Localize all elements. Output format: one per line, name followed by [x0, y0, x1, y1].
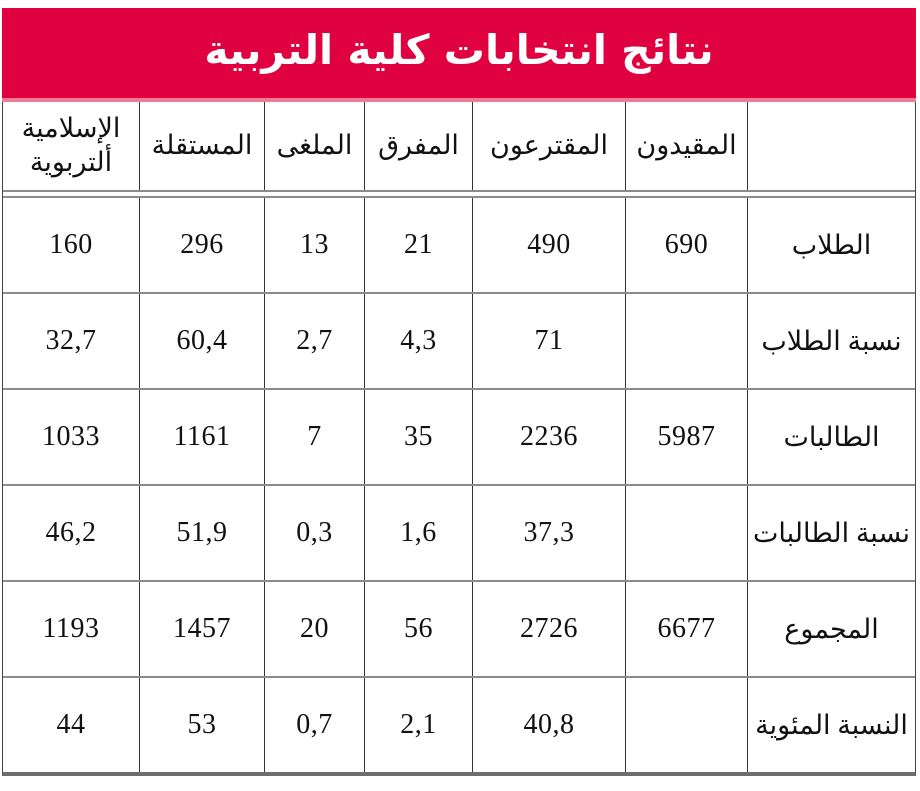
table-row: الطلاب 690 490 21 13 296 160: [3, 198, 915, 292]
table-cell: 2,7: [265, 294, 365, 388]
table-cell: 13: [265, 198, 365, 292]
table-cell: 4,3: [365, 294, 473, 388]
column-header: المفرق: [365, 102, 473, 190]
table-cell: 71: [473, 294, 626, 388]
table-cell: 44: [3, 678, 140, 772]
table-cell: 51,9: [140, 486, 265, 580]
table-cell: 1161: [140, 390, 265, 484]
table-cell: 35: [365, 390, 473, 484]
table-cell: 690: [626, 198, 748, 292]
table-row: النسبة المئوية 40,8 2,1 0,7 53 44: [3, 676, 915, 772]
table-cell: 1457: [140, 582, 265, 676]
table-cell: 5987: [626, 390, 748, 484]
table-cell: 296: [140, 198, 265, 292]
table-row: المجموع 6677 2726 56 20 1457 1193: [3, 580, 915, 676]
table-cell: 160: [3, 198, 140, 292]
table-cell: 1033: [3, 390, 140, 484]
table-cell: 53: [140, 678, 265, 772]
row-label: الطلاب: [791, 229, 872, 260]
table-cell: 1193: [3, 582, 140, 676]
row-label: نسبة الطلاب: [761, 325, 902, 356]
table-header-row: المقيدون المقترعون المفرق الملغى المستقلة الإ…: [3, 102, 915, 190]
row-label: النسبة المئوية: [755, 709, 908, 740]
table-cell: 46,2: [3, 486, 140, 580]
table-cell: 20: [265, 582, 365, 676]
results-table: المقيدون المقترعون المفرق الملغى المستقلة الإ…: [2, 102, 916, 776]
table-cell: 40,8: [473, 678, 626, 772]
table-cell: 37,3: [473, 486, 626, 580]
column-header: الملغى: [265, 102, 365, 190]
table-cell: 2726: [473, 582, 626, 676]
table-body: الطلاب 690 490 21 13 296 160 نسبة الطلاب 71 4,3 2,…: [3, 198, 915, 772]
table-cell: 56: [365, 582, 473, 676]
table-row: نسبة الطلاب 71 4,3 2,7 60,4 32,7: [3, 292, 915, 388]
table-cell: 0,3: [265, 486, 365, 580]
table-cell: 21: [365, 198, 473, 292]
row-label-column-header: [748, 102, 915, 190]
row-label: الطالبات: [783, 421, 880, 452]
table-cell: 1,6: [365, 486, 473, 580]
column-header: الإسلامية ألتربوية: [3, 102, 140, 190]
column-header: المستقلة: [140, 102, 265, 190]
header-divider: [3, 190, 915, 198]
table-cell: 60,4: [140, 294, 265, 388]
table-cell: [626, 294, 748, 388]
row-label: نسبة الطالبات: [752, 517, 911, 548]
table-cell: 7: [265, 390, 365, 484]
table-cell: [626, 486, 748, 580]
table-cell: 490: [473, 198, 626, 292]
table-cell: [626, 678, 748, 772]
table-row: الطالبات 5987 2236 35 7 1161 1033: [3, 388, 915, 484]
column-header: المقترعون: [473, 102, 626, 190]
table-cell: 2,1: [365, 678, 473, 772]
column-header: المقيدون: [626, 102, 748, 190]
page-title: نتائج انتخابات كلية التربية: [204, 25, 714, 74]
table-cell: 6677: [626, 582, 748, 676]
table-cell: 32,7: [3, 294, 140, 388]
table-cell: 2236: [473, 390, 626, 484]
row-label: المجموع: [784, 613, 879, 644]
table-cell: 0,7: [265, 678, 365, 772]
table-row: نسبة الطالبات 37,3 1,6 0,3 51,9 46,2: [3, 484, 915, 580]
title-banner: نتائج انتخابات كلية التربية: [2, 8, 916, 102]
